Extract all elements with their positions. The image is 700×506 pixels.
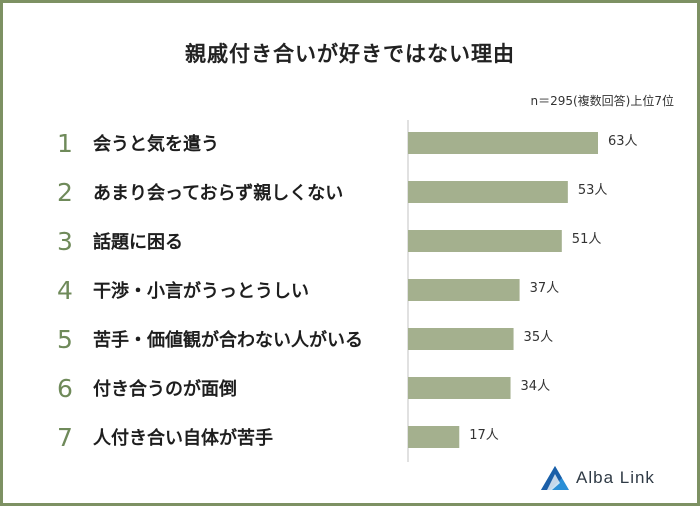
value-label: 63人 [608,134,638,149]
chart-rows: 1 会うと気を遣う 63人 2 あまり会っておらず親しくない 53人 3 話題に困る 51人 4 干… [57,129,638,452]
category-label: 干渉・小言がうっとうしい [93,280,309,302]
value-label: 34人 [521,379,551,394]
value-label: 35人 [524,330,554,345]
value-label: 37人 [530,281,560,296]
category-label: 話題に困る [93,231,183,253]
category-label: 会うと気を遣う [93,133,219,155]
bar [408,230,562,252]
rank-number: 5 [57,325,73,354]
rank-number: 1 [57,129,73,158]
rank-number: 6 [57,374,73,403]
brand-name: Alba Link [576,468,655,487]
bar [408,328,514,350]
category-label: 人付き合い自体が苦手 [93,427,273,449]
bar [408,132,598,154]
value-label: 53人 [578,183,608,198]
value-label: 17人 [469,428,499,443]
alba-link-logo-icon [541,466,569,490]
category-label: 付き合うのが面倒 [93,378,237,400]
bar [408,377,511,399]
rank-number: 7 [57,423,73,452]
rank-number: 2 [57,178,73,207]
category-label: 苦手・価値観が合わない人がいる [93,329,363,351]
bar [408,426,460,448]
bar [408,181,568,203]
rank-number: 3 [57,227,73,256]
value-label: 51人 [572,232,602,247]
category-label: あまり会っておらず親しくない [93,182,343,204]
bar [408,279,520,301]
sample-note: n＝295(複数回答)上位7位 [530,94,674,108]
chart-title: 親戚付き合いが好きではない理由 [185,42,515,66]
rank-number: 4 [57,276,73,305]
brand-logo: Alba Link [540,465,655,491]
